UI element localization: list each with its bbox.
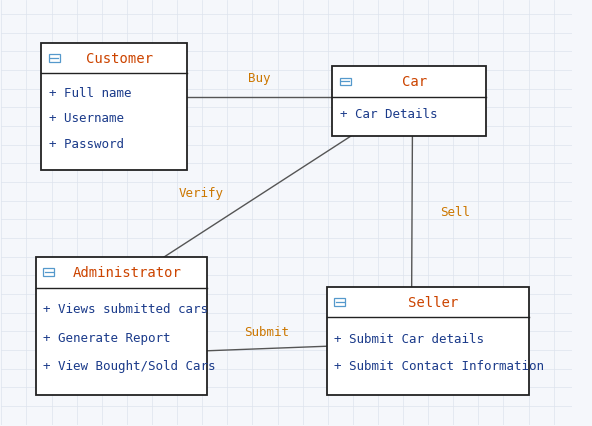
Bar [49, 55, 60, 63]
Bar [327, 287, 529, 395]
Text: Sell: Sell [440, 205, 471, 219]
Text: Submit: Submit [244, 325, 289, 338]
Text: + Full name: + Full name [49, 87, 131, 100]
Text: + Password: + Password [49, 138, 124, 150]
Bar [332, 67, 487, 137]
Bar [334, 299, 345, 306]
Text: + Submit Contact Information: + Submit Contact Information [334, 360, 544, 372]
Text: Buy: Buy [248, 72, 271, 85]
Text: + Views submitted cars: + Views submitted cars [43, 302, 208, 316]
Text: + Submit Car details: + Submit Car details [334, 332, 484, 345]
Bar [36, 257, 207, 395]
Text: + Username: + Username [49, 112, 124, 125]
Text: Seller: Seller [408, 295, 459, 309]
Text: Verify: Verify [178, 187, 223, 199]
Text: + Generate Report: + Generate Report [43, 331, 170, 344]
Text: Administrator: Administrator [72, 266, 181, 279]
Text: + Car Details: + Car Details [340, 107, 437, 120]
Bar [41, 44, 187, 171]
Text: Car: Car [403, 75, 427, 89]
Text: Customer: Customer [86, 52, 153, 66]
Bar [43, 269, 54, 276]
Text: + View Bought/Sold Cars: + View Bought/Sold Cars [43, 359, 215, 372]
Bar [340, 78, 351, 86]
